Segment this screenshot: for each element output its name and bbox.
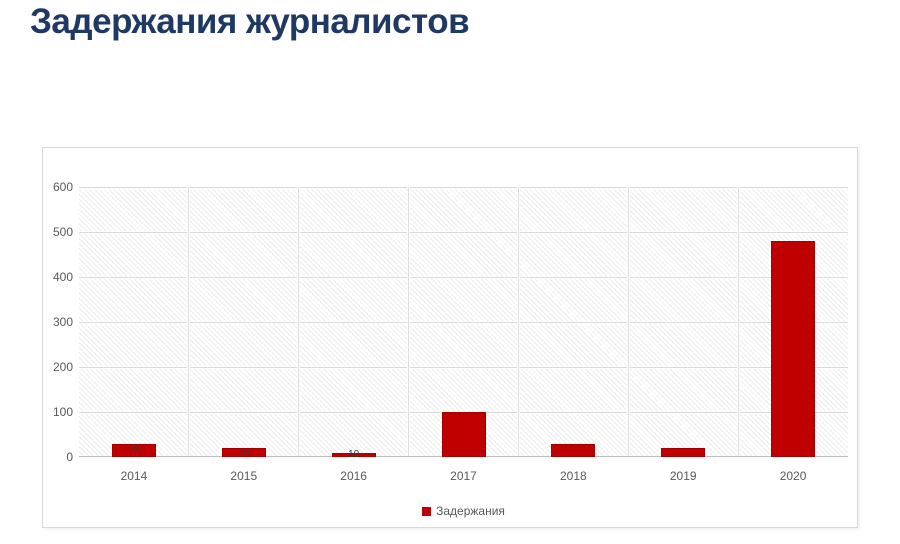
bar-data-label: 19 xyxy=(238,448,250,460)
legend-label: Задержания xyxy=(436,504,505,518)
x-axis-tick-label: 2020 xyxy=(779,469,807,483)
gridline-vertical xyxy=(188,187,190,457)
gridline-horizontal xyxy=(79,366,848,368)
gridline-vertical xyxy=(298,187,300,457)
bar-2014 xyxy=(111,443,156,457)
y-axis-tick-label: 500 xyxy=(52,225,73,239)
gridline-vertical xyxy=(737,187,739,457)
bar-2018 xyxy=(551,443,596,457)
bar-2016 xyxy=(331,452,376,457)
bar-data-label: 10 xyxy=(348,449,360,460)
y-axis-tick-label: 100 xyxy=(52,405,73,419)
gridline-vertical xyxy=(517,187,519,457)
y-axis-tick-label: 400 xyxy=(52,270,73,284)
legend: Задержания xyxy=(79,504,848,518)
x-axis-tick-label: 2014 xyxy=(120,469,148,483)
bar-2017 xyxy=(441,412,486,457)
bar-2019 xyxy=(661,448,706,457)
gridline-vertical xyxy=(627,187,629,457)
gridline-vertical xyxy=(408,187,410,457)
bar-2015 xyxy=(221,448,266,457)
y-axis-tick-label: 600 xyxy=(52,180,73,194)
x-axis-tick-label: 2017 xyxy=(450,469,477,483)
y-axis-tick-label: 200 xyxy=(52,360,73,374)
gridline-horizontal xyxy=(79,276,848,278)
gridline-horizontal xyxy=(79,186,848,188)
chart-container: 29 19 10 Задержания 0 100 200 300 400 500 600 201… xyxy=(42,147,858,528)
plot-area: 29 19 10 xyxy=(79,186,848,460)
bar-data-label: 29 xyxy=(128,443,140,455)
x-axis-tick-label: 2019 xyxy=(669,469,697,483)
bar-2020 xyxy=(771,241,816,457)
y-axis-tick-label: 300 xyxy=(52,315,73,329)
page-title: Задержания журналистов xyxy=(30,2,470,41)
x-axis-tick-label: 2016 xyxy=(340,469,367,483)
gridline-horizontal xyxy=(79,321,848,323)
gridline-horizontal xyxy=(79,231,848,233)
x-axis-tick-label: 2015 xyxy=(230,469,258,483)
x-axis-tick-label: 2018 xyxy=(559,469,587,483)
legend-marker-square xyxy=(422,506,432,516)
y-axis-tick-label: 0 xyxy=(66,450,73,464)
